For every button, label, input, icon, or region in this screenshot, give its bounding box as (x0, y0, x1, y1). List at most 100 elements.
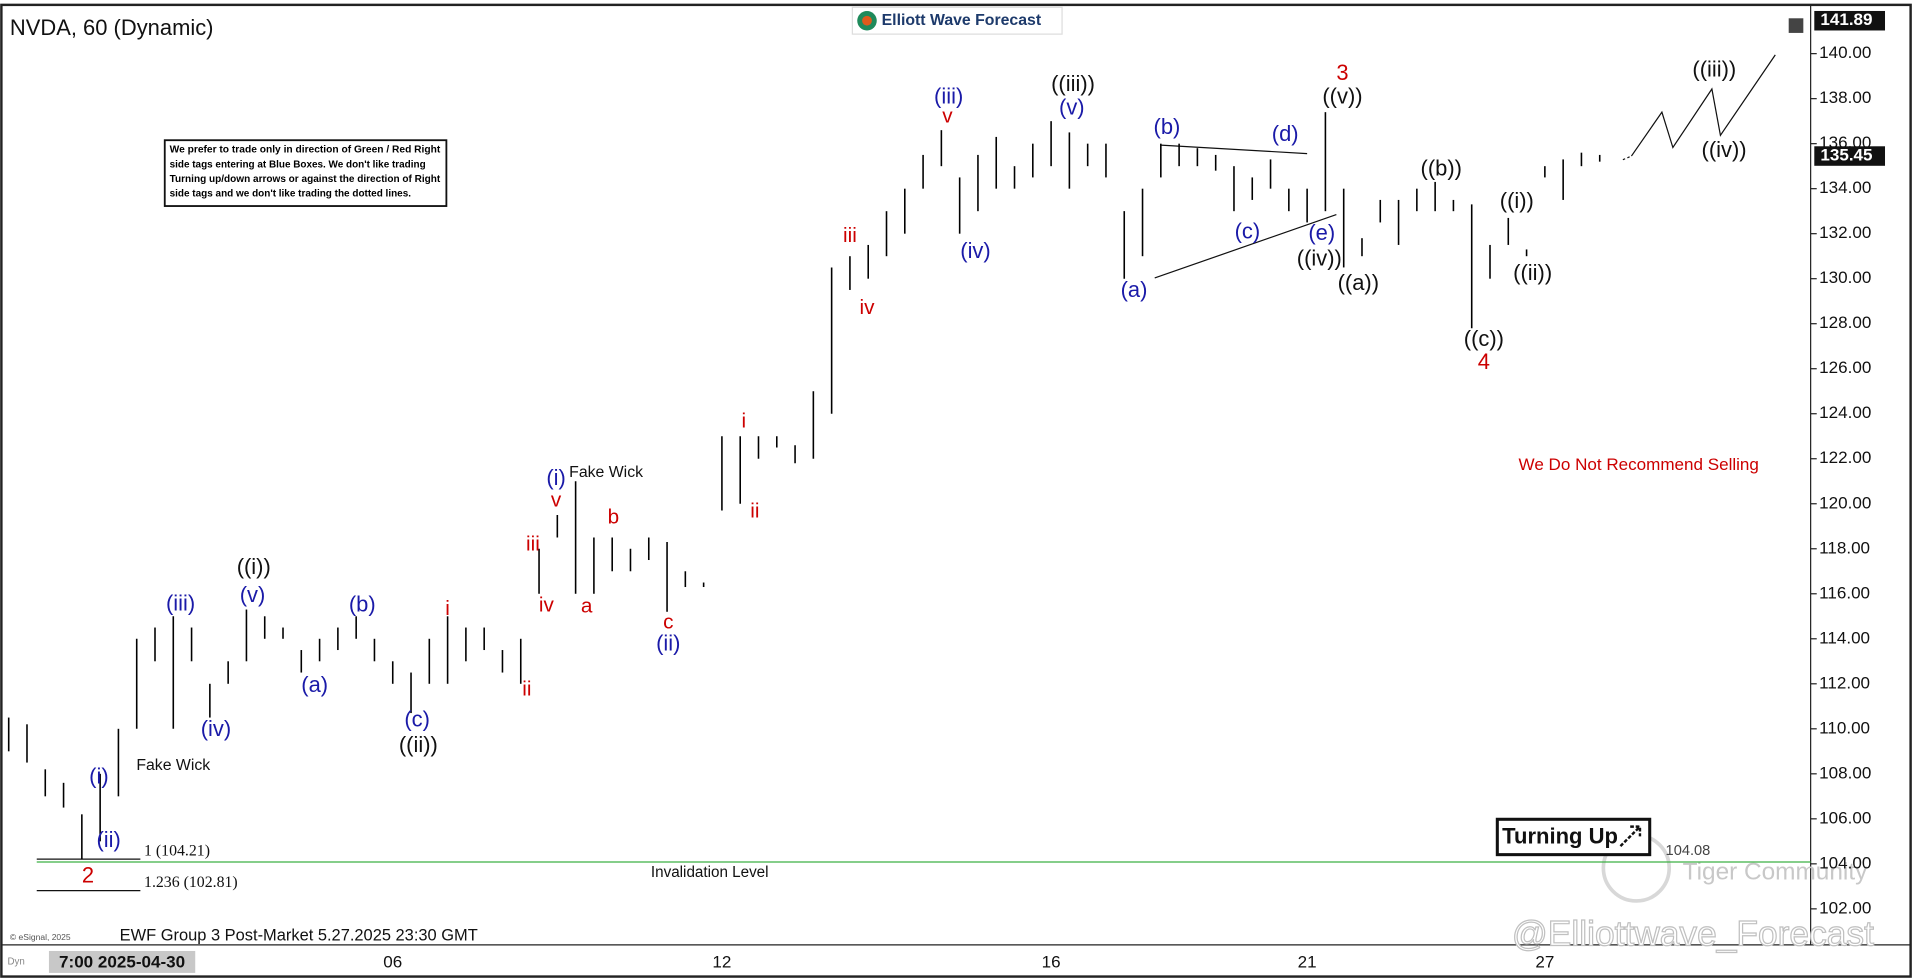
y-tick-label: 116.00 (1819, 583, 1870, 602)
price-marker-box (1814, 146, 1886, 166)
y-tick-label: 126.00 (1819, 358, 1871, 377)
brand-box (851, 6, 1063, 35)
x-tick-label: 27 (1535, 953, 1554, 972)
note-line: Turning up/down arrows or against the di… (170, 174, 441, 185)
y-tick-label: 102.00 (1819, 898, 1871, 917)
projection-dash (1622, 155, 1632, 161)
wave-label: (a) (1121, 277, 1148, 302)
wave-label: a (581, 595, 593, 618)
triangle-line (1154, 213, 1337, 279)
wave-label: (ii) (656, 631, 680, 656)
wave-label: Fake Wick (569, 464, 643, 481)
wave-label: ((ii)) (1513, 260, 1552, 285)
x-tick-label: 21 (1298, 953, 1317, 972)
y-tick-label: 114.00 (1819, 628, 1870, 647)
invalidation-text: Invalidation Level (651, 864, 769, 881)
wave-label: i (742, 409, 747, 432)
wave-label: (b) (349, 592, 376, 617)
note-frame (163, 139, 448, 207)
cursor-label-box (48, 950, 196, 973)
y-tick-label: 140.00 (1819, 43, 1871, 62)
price-marker-label: 141.89 (1820, 10, 1872, 29)
wave-label: (e) (1308, 220, 1335, 245)
wave-label: (d) (1272, 121, 1299, 146)
wave-label: ((iii)) (1692, 57, 1736, 82)
wave-label: (v) (240, 582, 266, 607)
wave-label: v (551, 489, 562, 512)
watermark-text: Tiger Community (1683, 858, 1868, 885)
signal-arrow (1619, 825, 1642, 847)
wave-label: We Do Not Recommend Selling (1519, 455, 1759, 474)
wave-label: (v) (1059, 94, 1085, 119)
y-tick-label: 106.00 (1819, 808, 1871, 827)
y-tick-label: 130.00 (1819, 268, 1871, 287)
wave-label: (b) (1154, 114, 1181, 139)
y-tick-label: 112.00 (1819, 673, 1870, 692)
y-tick-label: 122.00 (1819, 448, 1871, 467)
wave-label: (i) (546, 465, 566, 490)
y-tick-label: 120.00 (1819, 493, 1871, 512)
wave-label: ((i)) (1500, 188, 1534, 213)
wave-label: ((i)) (237, 554, 271, 579)
wave-label: ii (522, 678, 531, 701)
wave-label: iii (843, 224, 857, 247)
wave-label: (iv) (201, 716, 231, 741)
wave-label: iii (526, 532, 540, 555)
y-tick-label: 138.00 (1819, 88, 1871, 107)
wave-label: (iii) (166, 591, 195, 616)
brand-icon-core (862, 15, 872, 26)
wave-label: ((a)) (1338, 270, 1379, 295)
wave-label: iv (860, 296, 876, 319)
fib-label: 1 (104.21) (144, 842, 210, 859)
signal-text: Turning Up (1502, 823, 1618, 848)
wave-label: (i) (89, 764, 109, 789)
price-marker-box (1814, 10, 1886, 31)
source-text: © eSignal, 2025 (10, 932, 71, 942)
wave-label: v (942, 105, 953, 128)
x-tick-label: 16 (1042, 953, 1061, 972)
note-line: side tags entering at Blue Boxes. We don… (170, 159, 426, 170)
note-line: We prefer to trade only in direction of … (170, 145, 441, 156)
wave-label: ((ii)) (399, 732, 438, 757)
wave-label: Fake Wick (136, 757, 210, 774)
signal-frame (1495, 817, 1652, 857)
x-tick-label: 7:00 2025-04-30 (59, 953, 185, 972)
wave-label: ((iv)) (1297, 245, 1342, 270)
y-tick-label: 108.00 (1819, 763, 1871, 782)
frame (0, 3, 1912, 978)
brand-logo: Elliott Wave Forecast (851, 6, 1063, 35)
x-tick-label: 06 (383, 953, 402, 972)
y-tick-label: 104.00 (1819, 853, 1871, 872)
signal-box: Turning Up (1495, 817, 1652, 857)
wave-label: i (445, 597, 450, 620)
chart-title: NVDA, 60 (Dynamic) (10, 15, 214, 40)
watermark-text: @Elliottwave_Forecast (1512, 915, 1874, 954)
watermark: Tiger Community @Elliottwave_Forecast (1511, 833, 1875, 954)
y-tick-label: 134.00 (1819, 178, 1871, 197)
wave-label: (iv) (960, 238, 990, 263)
wave-label: (c) (1235, 219, 1261, 244)
x-tick-label: 12 (712, 953, 731, 972)
note-line: side tags and we don't like trading the … (170, 189, 412, 200)
wave-label: (iii) (934, 83, 963, 108)
y-tick-label: 118.00 (1819, 538, 1870, 557)
wave-label: ii (750, 500, 759, 523)
wave-label: ((iii)) (1051, 71, 1095, 96)
wave-label: b (608, 506, 620, 529)
y-tick-label: 110.00 (1819, 718, 1870, 737)
wave-label: (c) (404, 706, 430, 731)
note-box: We prefer to trade only in direction of … (163, 139, 448, 207)
footer-text: EWF Group 3 Post-Market 5.27.2025 23:30 … (120, 927, 478, 945)
wave-label: ((iv)) (1702, 137, 1747, 162)
wave-label: ((b)) (1421, 155, 1462, 180)
projection-path (1630, 54, 1776, 157)
invalidation-value: 104.08 (1666, 843, 1711, 859)
y-tick-label: 124.00 (1819, 403, 1871, 422)
wave-label: iv (539, 593, 555, 616)
wave-label: c (663, 610, 673, 633)
mode-text: Dyn (7, 957, 24, 968)
wave-label: 3 (1336, 60, 1348, 85)
wave-label: (a) (301, 672, 328, 697)
